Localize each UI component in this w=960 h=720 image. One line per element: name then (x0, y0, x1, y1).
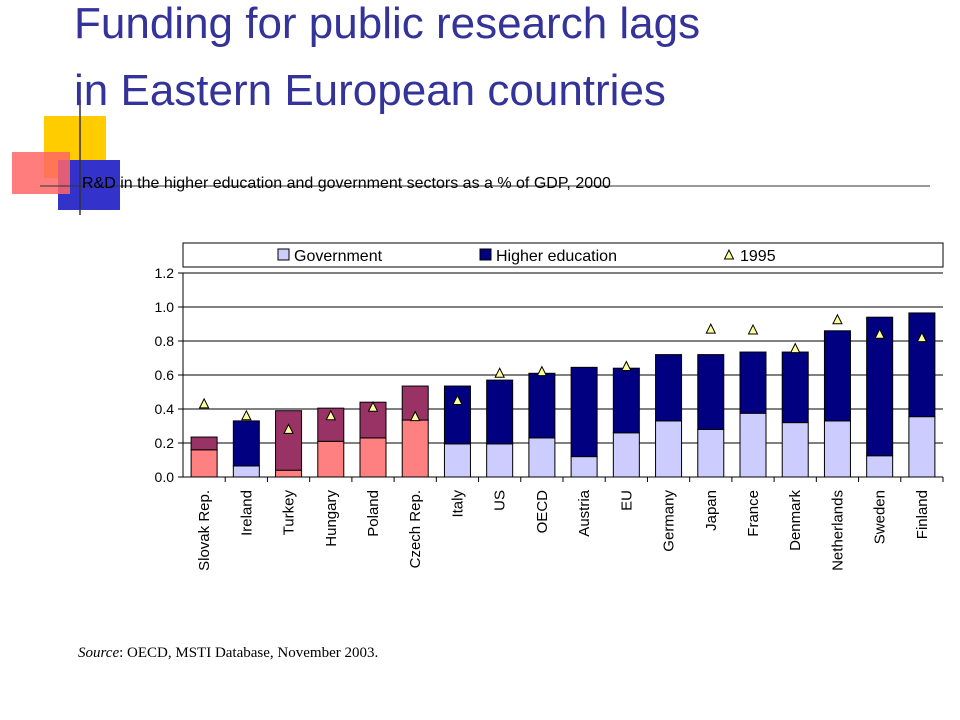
bar-segment (908, 312, 936, 418)
bar-segment (612, 432, 640, 478)
bar-segment (612, 367, 640, 434)
bar-segment (570, 456, 598, 478)
bar-segment (697, 354, 725, 430)
marker-1995 (367, 401, 379, 412)
bar-segment (781, 351, 809, 424)
x-tick-label: Japan (703, 490, 720, 531)
title-line: in Eastern European countries (74, 66, 666, 115)
marker-1995 (325, 409, 337, 421)
x-tick-label: Austria (576, 489, 593, 536)
bar-segment (570, 366, 598, 458)
x-tick-label: France (745, 490, 762, 537)
marker-1995 (409, 410, 421, 422)
bar-segment (401, 419, 429, 478)
plot: 0.0 0.2 0.4 0.6 0.8 1.0 1.2 Slovak Rep. Ireland T… (155, 242, 944, 571)
bar-segment (739, 351, 767, 414)
x-tick-label: US (492, 490, 509, 511)
marker-1995 (789, 342, 801, 354)
x-tick-label: Denmark (787, 490, 804, 551)
bar-segment (528, 372, 556, 439)
bar-segment (866, 316, 894, 457)
x-tick-label: Czech Rep. (407, 490, 424, 568)
source-label: Source (78, 645, 119, 661)
x-tick-label: Sweden (872, 490, 889, 544)
subtitle: R&D in the higher education and governme… (82, 175, 611, 192)
x-tick-label: Hungary (323, 490, 340, 547)
x-tick-label: Turkey (281, 490, 298, 536)
y-tick-label: 0.2 (155, 435, 175, 451)
bar-segment (317, 440, 345, 478)
legend-box (182, 242, 944, 268)
marker-1995 (621, 360, 632, 371)
y-tick-label: 0.8 (155, 333, 175, 349)
source-text: : OECD, MSTI Database, November 2003. (119, 645, 378, 661)
marker-1995 (494, 367, 505, 378)
bar-segment (781, 422, 809, 478)
x-tick-label: EU (618, 490, 635, 511)
y-tick-label: 1.0 (155, 299, 175, 315)
legend-swatch (277, 248, 290, 261)
x-tick-label: Slovak Rep. (196, 490, 213, 571)
bar-segment (823, 420, 851, 478)
marker-1995 (241, 409, 252, 421)
x-tick-label: OECD (534, 490, 551, 534)
bar-segment (655, 354, 683, 422)
bar-segment (908, 416, 936, 478)
legend-swatch (479, 248, 492, 261)
legend-swatch (723, 248, 735, 260)
bar-segment (232, 420, 260, 467)
bar-segment (655, 420, 683, 478)
marker-1995 (747, 323, 759, 335)
bar-segment (823, 330, 851, 422)
x-tick-label: Ireland (238, 490, 255, 536)
bar-segment (866, 455, 894, 478)
marker-1995 (452, 394, 463, 405)
legend-label: Higher education (496, 248, 617, 265)
x-tick-label: Finland (914, 490, 931, 539)
bar-segment (232, 465, 260, 478)
bar-segment (486, 443, 514, 478)
y-tick-label: 0.4 (155, 401, 175, 417)
x-tick-label: Germany (661, 490, 678, 552)
bar-segment (486, 379, 514, 445)
bar-segment (275, 410, 303, 471)
legend-label: Government (294, 248, 383, 265)
bar-segment (443, 443, 471, 478)
marker-1995 (705, 322, 717, 334)
x-tick-label: Poland (365, 490, 382, 537)
legend-label: 1995 (740, 248, 776, 265)
marker-1995 (916, 331, 928, 343)
marker-1995 (536, 365, 548, 377)
marker-1995 (283, 423, 294, 434)
x-tick-label: Italy (449, 490, 466, 518)
marker-1995 (198, 397, 210, 409)
bar-segment (275, 469, 303, 478)
x-tick-label: Netherlands (829, 490, 846, 571)
source: Source: OECD, MSTI Database, November 20… (78, 645, 378, 661)
marker-1995 (832, 313, 843, 325)
y-tick-label: 1.2 (155, 265, 175, 281)
bar-segment (359, 437, 387, 478)
bar-segment (697, 428, 725, 478)
marker-1995 (874, 328, 885, 339)
title-line: Funding for public research lags (74, 0, 700, 48)
y-tick-label: 0.6 (155, 367, 175, 383)
decor-red (12, 152, 70, 194)
y-tick-label: 0.0 (155, 469, 175, 485)
bar-segment (739, 412, 767, 478)
bar-segment (528, 437, 556, 478)
bar-segment (190, 436, 218, 451)
bar-segment (190, 449, 218, 478)
